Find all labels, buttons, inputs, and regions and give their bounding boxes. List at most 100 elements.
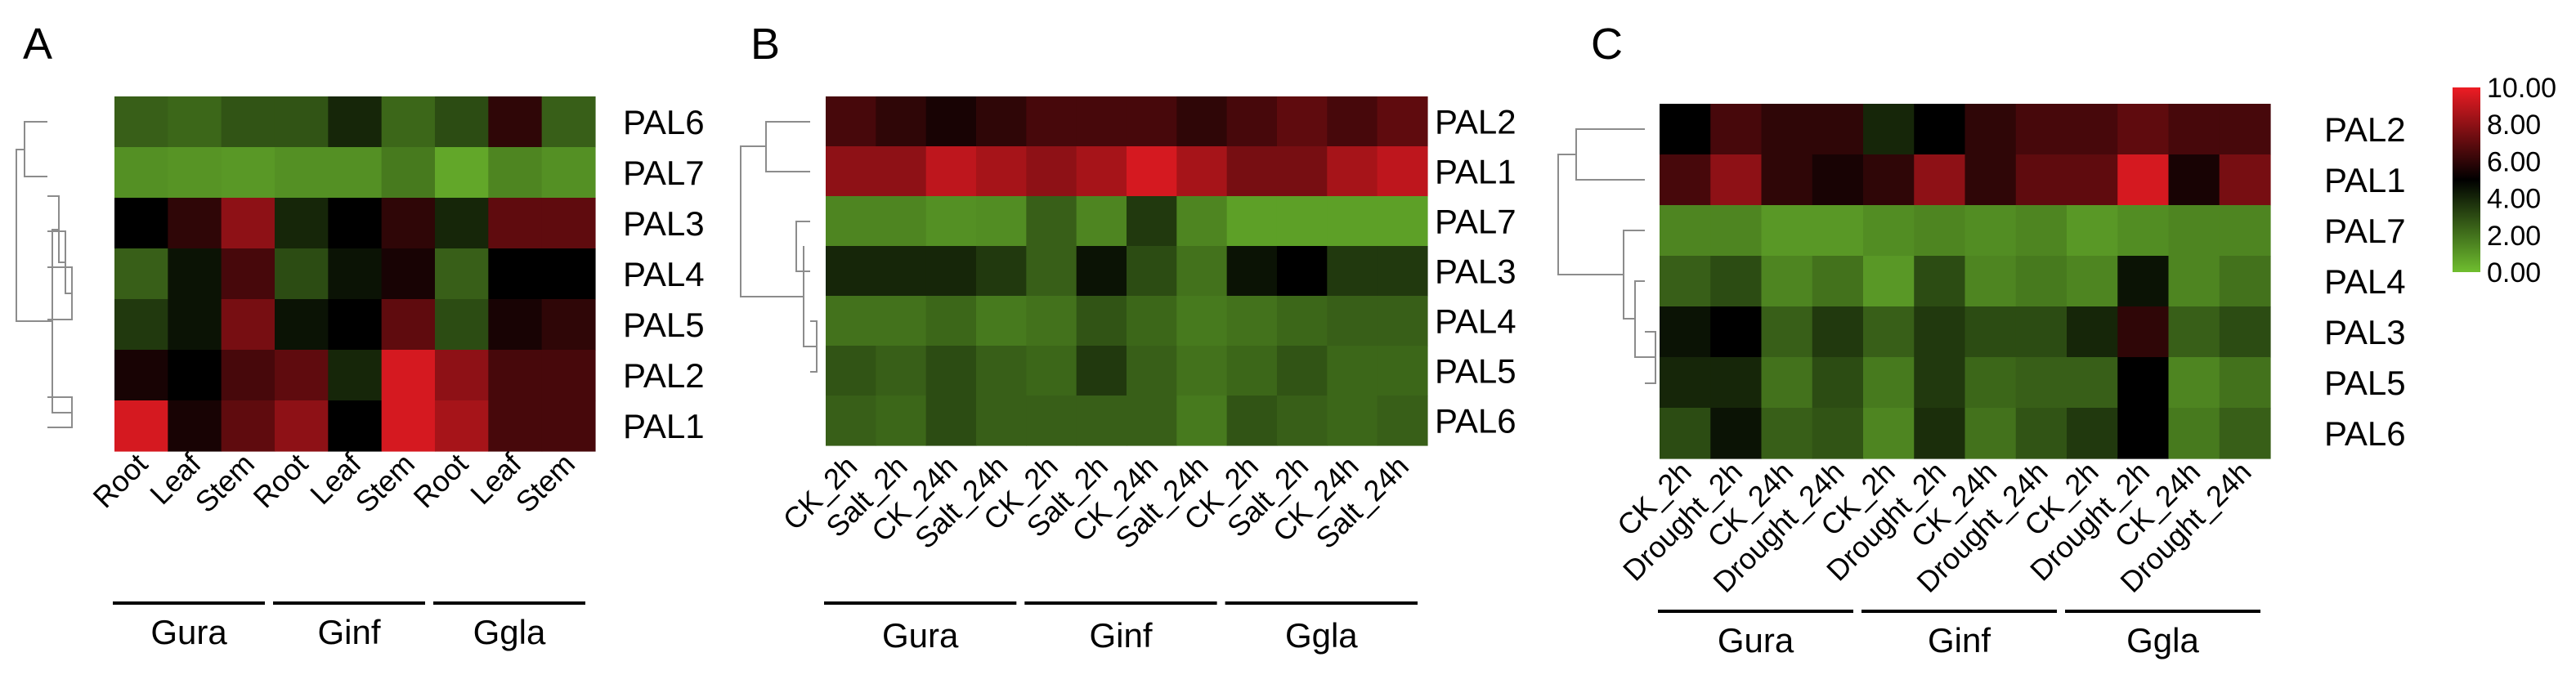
heatmap-cell (1710, 408, 1763, 459)
group-label: Gura (882, 616, 959, 655)
heatmap-cell (488, 350, 543, 401)
heatmap-cell (541, 96, 596, 148)
heatmap-cell (1126, 146, 1177, 197)
heatmap-cell (2015, 104, 2068, 155)
row-label: PAL2 (1435, 103, 1516, 141)
heatmap-cell (274, 400, 329, 452)
heatmap-cell (876, 146, 927, 197)
cells-b (826, 96, 1428, 446)
heatmap-cell (1076, 396, 1127, 446)
heatmap-cell (1176, 396, 1228, 446)
heatmap-cell (114, 198, 168, 249)
panel-label-b: B (750, 20, 780, 69)
heatmap-cell (876, 246, 927, 297)
heatmap-cell (274, 96, 329, 148)
heatmap-cell (2067, 306, 2118, 358)
row-label: PAL4 (1435, 302, 1516, 341)
row-label: PAL7 (623, 154, 705, 192)
heatmap-panel-c: PAL2 PAL1 PAL7 PAL4 PAL3 PAL5 PAL6 CK_2hDrough… (1557, 104, 2406, 659)
heatmap-cell (1914, 154, 1966, 206)
heatmap-cell (2067, 408, 2118, 459)
heatmap-cell (1761, 104, 1813, 155)
panel-label-a: A (23, 20, 52, 69)
heatmap-cell (434, 400, 489, 452)
group-label: Gura (1718, 621, 1794, 659)
heatmap-cell (2015, 306, 2068, 358)
heatmap-cell (381, 299, 436, 351)
heatmap-cell (2117, 205, 2170, 257)
row-label: PAL3 (2324, 313, 2406, 351)
heatmap-cell (168, 248, 222, 300)
heatmap-cell (114, 96, 168, 148)
panel-label-c: C (1591, 20, 1623, 69)
heatmap-cell (434, 147, 489, 199)
heatmap-panel-b: PAL2 PAL1 PAL7 PAL3 PAL4 PAL5 PAL6 CK_2hSalt_2… (740, 96, 1516, 655)
heatmap-cell (168, 198, 222, 249)
heatmap-cell (541, 400, 596, 452)
heatmap-cell (114, 147, 168, 199)
heatmap-cell (876, 346, 927, 396)
heatmap-cell (1377, 396, 1428, 446)
heatmap-cell (2219, 256, 2271, 307)
heatmap-cell (168, 147, 222, 199)
heatmap-cell (1863, 154, 1915, 206)
heatmap-cell (826, 246, 876, 297)
heatmap-cell (975, 96, 1027, 147)
heatmap-cell (1176, 346, 1228, 396)
heatmap-cell (1176, 146, 1228, 197)
heatmap-cell (1226, 96, 1278, 147)
heatmap-cell (1914, 104, 1966, 155)
heatmap-cell (274, 299, 329, 351)
heatmap-cell (1914, 205, 1966, 257)
heatmap-cell (221, 299, 276, 351)
heatmap-cell (1076, 296, 1127, 346)
heatmap-cell (2168, 408, 2220, 459)
heatmap-cell (1863, 357, 1915, 409)
heatmap-cell (2015, 205, 2068, 257)
heatmap-panel-a: PAL6 PAL7 PAL3 PAL4 PAL5 PAL2 PAL1 RootLeafSte… (16, 96, 705, 651)
heatmap-cell (2117, 104, 2170, 155)
heatmap-cell (541, 299, 596, 351)
column-label: Root (87, 447, 155, 515)
heatmap-cell (381, 147, 436, 199)
heatmap-cell (876, 96, 927, 147)
heatmap-cell (876, 296, 927, 346)
row-label: PAL5 (1435, 352, 1516, 391)
heatmap-cell (1710, 205, 1763, 257)
heatmap-cell (1761, 306, 1813, 358)
heatmap-cell (826, 396, 876, 446)
heatmap-cell (1327, 246, 1378, 297)
heatmap-cell (2168, 256, 2220, 307)
heatmap-cell (381, 248, 436, 300)
heatmap-cell (2015, 357, 2068, 409)
column-labels-b: CK_2hSalt_2hCK_24hSalt_24hCK_2hSalt_2hCK… (777, 449, 1415, 555)
heatmap-cell (328, 96, 383, 148)
heatmap-cell (1276, 346, 1328, 396)
heatmap-cell (488, 299, 543, 351)
heatmap-cell (1964, 408, 2017, 459)
heatmap-cell (1812, 205, 1864, 257)
cells-c (1660, 104, 2271, 459)
heatmap-cell (925, 296, 977, 346)
heatmap-cell (1126, 396, 1177, 446)
heatmap-cell (1276, 96, 1328, 147)
row-label: PAL4 (2324, 262, 2406, 301)
heatmap-cell (1863, 408, 1915, 459)
heatmap-cell (1761, 256, 1813, 307)
heatmap-cell (541, 147, 596, 199)
heatmap-cell (274, 147, 329, 199)
heatmap-cell (328, 198, 383, 249)
heatmap-cell (381, 350, 436, 401)
heatmap-cell (274, 198, 329, 249)
heatmap-cell (1126, 346, 1177, 396)
legend-color-bar (2453, 87, 2480, 272)
group-label: Ginf (1928, 621, 1991, 659)
heatmap-cell (434, 198, 489, 249)
heatmap-cell (1964, 256, 2017, 307)
column-label: Stem (349, 447, 421, 519)
heatmap-cell (1176, 246, 1228, 297)
heatmap-cell (168, 400, 222, 452)
heatmap-cell (1710, 104, 1763, 155)
heatmap-cell (488, 248, 543, 300)
heatmap-cell (168, 299, 222, 351)
